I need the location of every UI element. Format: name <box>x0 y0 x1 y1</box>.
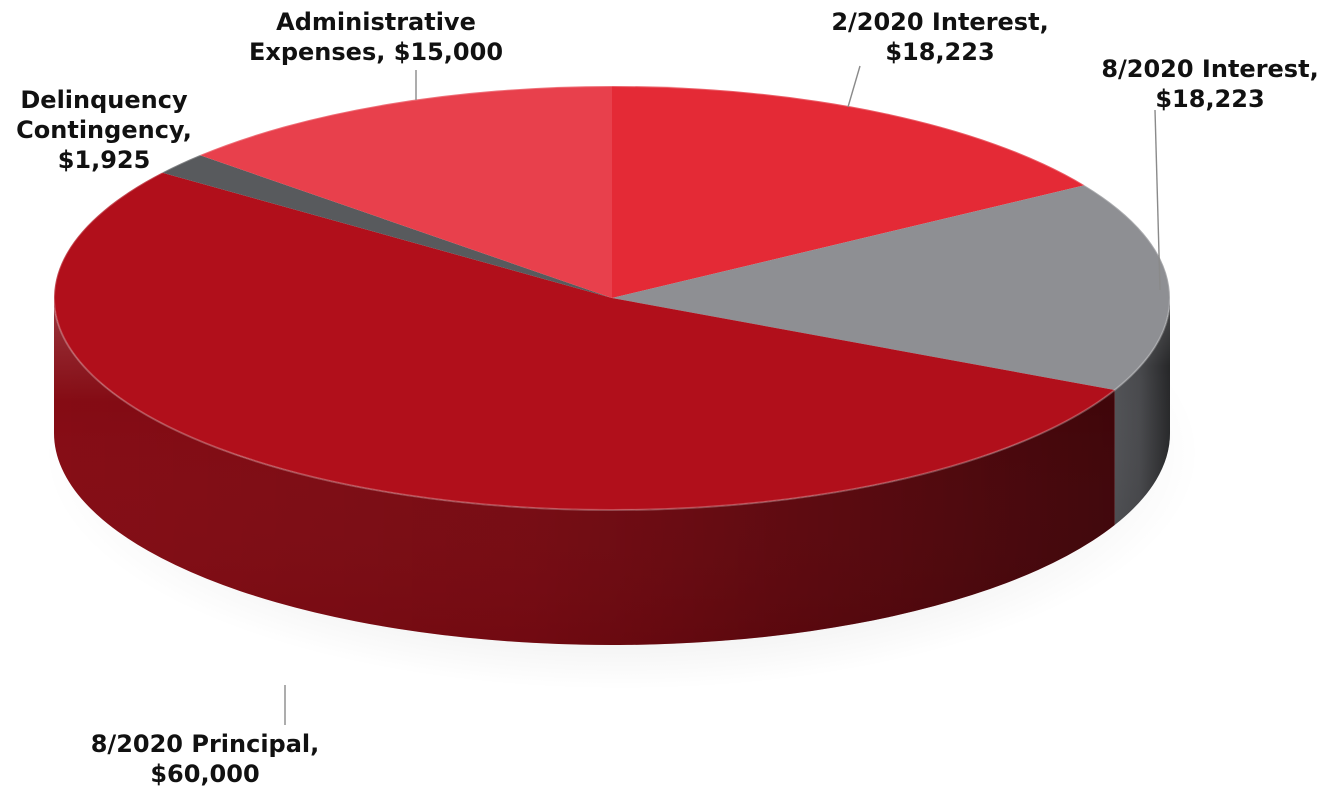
leader-line-1 <box>1154 109 1161 291</box>
pie-slice-1 <box>612 185 1170 391</box>
slice-label-0: 2/2020 Interest, $18,223 <box>831 8 1048 66</box>
slice-label-3: Delinquency Contingency, $1,925 <box>16 86 192 174</box>
slice-label-2-line-1: $60,000 <box>150 760 259 788</box>
slice-label-4: Administrative Expenses, $15,000 <box>249 8 503 66</box>
pie-rim <box>53 85 1171 511</box>
slice-label-1: 8/2020 Interest, $18,223 <box>1101 55 1318 113</box>
pie-side-highlight-1-0 <box>1114 298 1170 526</box>
pie-slice-2 <box>53 172 1115 511</box>
slice-label-3-line-0: Delinquency <box>20 86 188 114</box>
pie-side-highlight-2-0 <box>54 298 1115 645</box>
slice-label-4-line-1: Expenses, $15,000 <box>249 38 503 66</box>
slice-label-1-line-1: $18,223 <box>1155 85 1264 113</box>
slice-label-0-line-0: 2/2020 Interest, <box>831 8 1048 36</box>
leader-line-0 <box>847 65 861 108</box>
pie-slice-3 <box>162 155 612 298</box>
slice-label-0-line-1: $18,223 <box>885 38 994 66</box>
slice-label-3-line-1: Contingency, <box>16 116 192 144</box>
slice-label-2: 8/2020 Principal, $60,000 <box>91 730 320 788</box>
pie-slice-4 <box>199 86 612 298</box>
slice-label-2-line-0: 8/2020 Principal, <box>91 730 320 758</box>
pie-slice-0 <box>612 86 1085 298</box>
slice-label-4-line-0: Administrative <box>276 8 476 36</box>
slice-label-1-line-0: 8/2020 Interest, <box>1101 55 1318 83</box>
slice-label-3-line-2: $1,925 <box>58 146 151 174</box>
